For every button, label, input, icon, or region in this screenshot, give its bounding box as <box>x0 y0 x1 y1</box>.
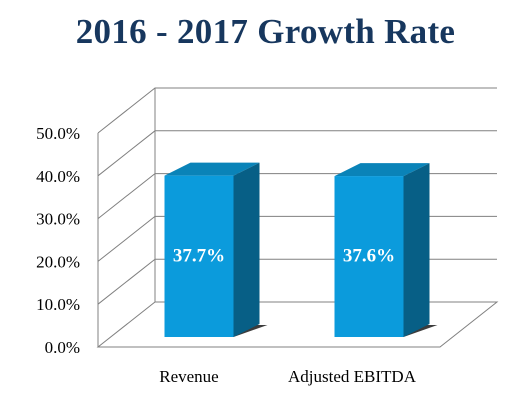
gridline <box>97 258 497 305</box>
x-tick-label: Adjusted EBITDA <box>288 367 417 386</box>
bar <box>334 176 404 337</box>
y-axis: 0.0% 10.0% 20.0% 30.0% 40.0% 50.0% <box>36 124 80 357</box>
y-tick-label: 10.0% <box>36 295 80 314</box>
gridline <box>97 173 497 219</box>
x-tick-label: Revenue <box>159 367 218 386</box>
y-tick-label: 30.0% <box>36 210 80 229</box>
y-tick-label: 0.0% <box>45 338 80 357</box>
chart-title: 2016 - 2017 Growth Rate <box>75 12 456 51</box>
y-tick-label: 50.0% <box>36 124 80 143</box>
y-tick-label: 20.0% <box>36 252 80 271</box>
bar-column: 37.6% <box>334 163 438 337</box>
bar-column: 37.7% <box>164 162 268 337</box>
gridline <box>97 87 497 134</box>
bars: 37.7% 37.6% <box>164 162 438 337</box>
y-tick-label: 40.0% <box>36 167 80 186</box>
bar-top <box>334 163 430 177</box>
chart-walls <box>96 88 499 348</box>
data-label: 37.7% <box>173 245 225 266</box>
gridline <box>97 215 497 262</box>
gridlines <box>97 87 497 305</box>
bar <box>164 175 234 337</box>
gridline <box>97 130 497 177</box>
bar-side <box>403 163 430 337</box>
bar-side <box>233 162 260 337</box>
floor <box>96 301 499 348</box>
x-axis: Revenue Adjusted EBITDA <box>159 367 416 386</box>
bar-top <box>164 162 260 176</box>
data-label: 37.6% <box>343 246 395 267</box>
